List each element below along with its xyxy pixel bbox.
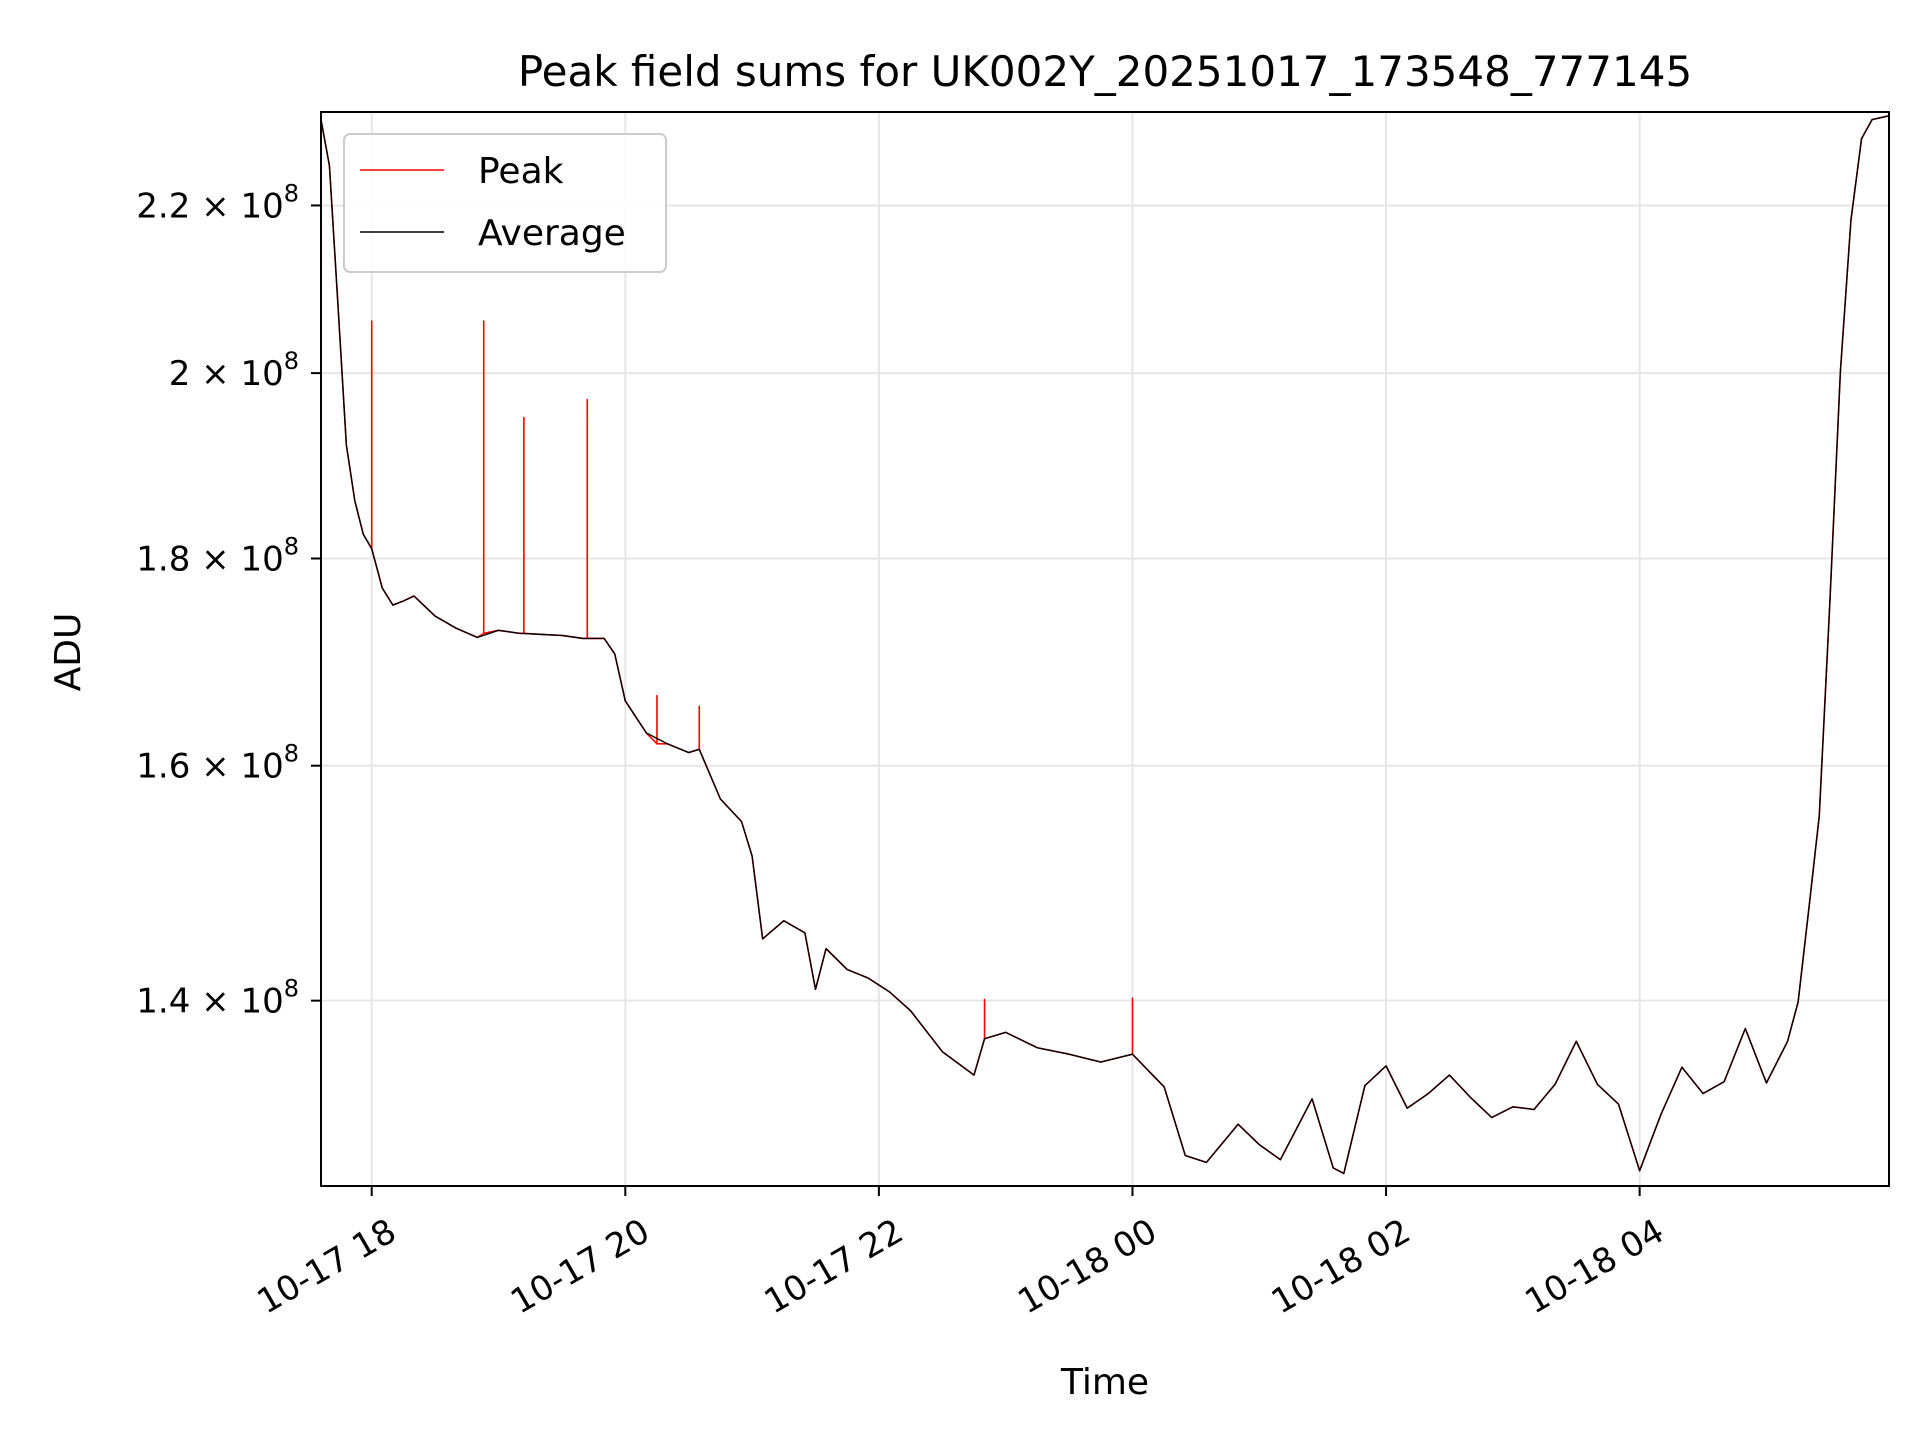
- y-tick-label: 1.6 × 108: [136, 740, 299, 787]
- legend-box: [343, 133, 667, 273]
- series-line-peak: [321, 115, 1889, 1175]
- plot-series: [321, 115, 1889, 1175]
- legend: Peak Average: [343, 133, 667, 273]
- x-tick-label: 10-17 20: [504, 1211, 656, 1322]
- y-tick-label: 1.4 × 108: [136, 975, 299, 1022]
- chart-title: Peak field sums for UK002Y_20251017_1735…: [518, 47, 1692, 96]
- x-tick-label: 10-17 18: [251, 1211, 403, 1322]
- y-tick-label: 2.2 × 108: [136, 179, 299, 226]
- series-line-average: [321, 115, 1889, 1175]
- y-axis-label: ADU: [48, 613, 89, 692]
- x-axis-label: Time: [1060, 1362, 1149, 1403]
- x-tick-label: 10-17 22: [758, 1211, 910, 1322]
- plot-frame: [320, 111, 1890, 1187]
- legend-label-peak: Peak: [478, 151, 564, 192]
- x-axis-ticks: 10-17 18 10-17 20 10-17 22 10-18 00 10-18 02…: [251, 1186, 1671, 1322]
- y-tick-label: 1.8 × 108: [136, 532, 299, 579]
- x-tick-label: 10-18 02: [1265, 1211, 1417, 1322]
- legend-label-average: Average: [478, 213, 626, 254]
- x-tick-label: 10-18 04: [1518, 1211, 1670, 1322]
- grid-lines: [321, 112, 1889, 1186]
- x-tick-label: 10-18 00: [1011, 1211, 1163, 1322]
- y-axis-ticks: 1.4 × 108 1.6 × 108 1.8 × 108 2 × 108 2.2 × …: [136, 179, 321, 1022]
- y-tick-label: 2 × 108: [169, 347, 299, 394]
